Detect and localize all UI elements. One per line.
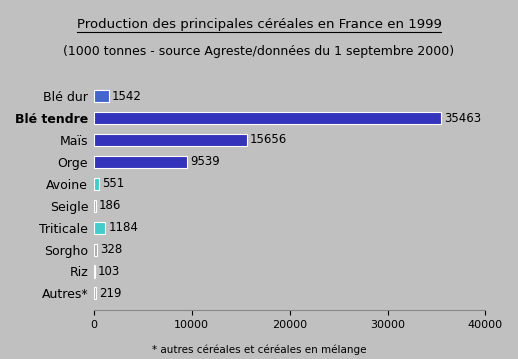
Bar [94,134,247,146]
Text: 1184: 1184 [108,221,138,234]
Bar [94,222,105,234]
Bar [94,200,96,212]
Text: 186: 186 [98,199,121,212]
Bar [94,156,187,168]
Text: Production des principales céréales en France en 1999: Production des principales céréales en F… [77,18,441,31]
Text: 103: 103 [98,265,120,278]
Text: 219: 219 [99,287,121,300]
Text: 551: 551 [102,177,124,190]
Text: 9539: 9539 [190,155,220,168]
Text: 15656: 15656 [250,134,287,146]
Bar [94,288,96,299]
Text: (1000 tonnes - source Agreste/données du 1 septembre 2000): (1000 tonnes - source Agreste/données du… [63,45,455,58]
Text: 1542: 1542 [112,90,142,103]
Text: 328: 328 [100,243,122,256]
Bar [94,90,109,102]
Bar [94,112,441,124]
Bar [94,178,99,190]
Text: 35463: 35463 [444,112,481,125]
Bar [94,265,95,278]
Bar [94,243,97,256]
Text: * autres céréales et céréales en mélange: * autres céréales et céréales en mélange [152,345,366,355]
